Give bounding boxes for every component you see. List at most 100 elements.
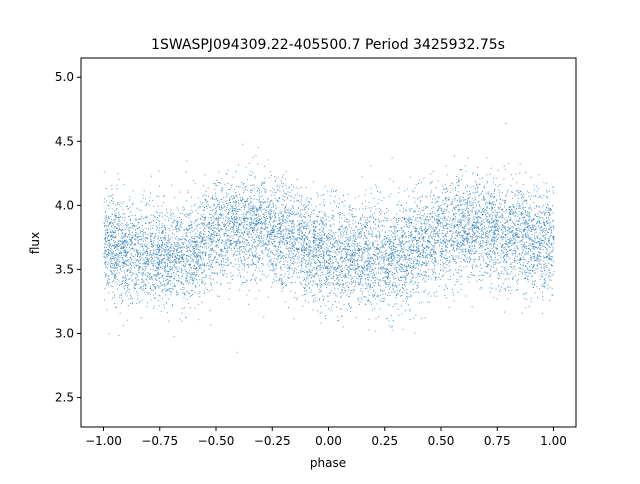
data-point <box>105 229 107 231</box>
data-point <box>493 233 495 235</box>
data-point <box>530 272 532 274</box>
data-point <box>162 230 164 232</box>
data-point <box>545 263 547 265</box>
data-point <box>465 187 466 189</box>
data-point <box>245 249 246 251</box>
data-point <box>122 225 124 227</box>
data-point <box>438 237 440 238</box>
data-point <box>301 224 303 226</box>
data-point <box>196 236 198 238</box>
data-point <box>108 292 110 294</box>
data-point <box>427 301 429 303</box>
data-point <box>206 200 208 202</box>
data-point <box>170 217 172 219</box>
data-point <box>261 236 263 238</box>
data-point <box>360 236 362 238</box>
data-point <box>210 234 212 236</box>
data-point <box>500 216 502 218</box>
data-point <box>167 248 169 250</box>
data-point <box>406 210 407 212</box>
data-point <box>184 213 186 215</box>
data-point <box>423 239 425 241</box>
data-point <box>303 216 305 218</box>
data-point <box>108 284 109 286</box>
data-point <box>505 240 507 242</box>
data-point <box>149 197 151 199</box>
data-point <box>369 271 371 273</box>
data-point <box>168 249 169 251</box>
data-point <box>145 223 147 225</box>
data-point <box>484 226 486 228</box>
data-point <box>365 240 366 242</box>
data-point <box>204 218 205 220</box>
data-point <box>184 263 186 265</box>
data-point <box>500 261 502 263</box>
data-point <box>352 230 354 232</box>
data-point <box>538 210 540 212</box>
data-point <box>505 226 507 228</box>
data-point <box>497 228 499 229</box>
data-point <box>397 277 399 279</box>
data-point <box>189 227 191 229</box>
data-point <box>494 237 496 239</box>
data-point <box>229 287 231 289</box>
data-point <box>113 273 115 275</box>
data-point <box>160 277 162 279</box>
data-point <box>389 226 391 228</box>
data-point <box>244 259 246 261</box>
data-point <box>252 230 254 232</box>
data-point <box>126 236 128 238</box>
data-point <box>397 260 399 262</box>
data-point <box>238 263 240 265</box>
data-point <box>282 238 284 240</box>
data-point <box>337 245 339 247</box>
data-point <box>194 291 196 293</box>
data-point <box>457 241 459 243</box>
data-point <box>276 189 278 191</box>
data-point <box>497 216 499 218</box>
data-point <box>186 213 188 215</box>
data-point <box>109 228 111 230</box>
data-point <box>232 218 233 220</box>
data-point <box>218 227 219 229</box>
data-point <box>271 234 273 236</box>
data-point <box>111 231 113 233</box>
data-point <box>164 214 166 216</box>
data-point <box>313 299 315 301</box>
data-point <box>177 243 179 245</box>
data-point <box>243 192 245 193</box>
data-point <box>498 255 500 257</box>
data-point <box>529 215 531 217</box>
data-point <box>358 248 360 250</box>
data-point <box>532 226 534 228</box>
data-point <box>298 234 300 236</box>
data-point <box>350 306 352 308</box>
data-point <box>151 256 153 258</box>
data-point <box>451 201 453 202</box>
data-point <box>167 245 169 247</box>
data-point <box>479 253 481 255</box>
data-point <box>534 229 536 231</box>
data-point <box>404 259 406 261</box>
data-point <box>221 270 223 272</box>
data-point <box>494 231 495 233</box>
data-point <box>419 179 421 181</box>
data-point <box>402 264 403 266</box>
data-point <box>336 295 338 297</box>
data-point <box>481 228 483 230</box>
data-point <box>276 262 278 264</box>
data-point <box>195 261 197 263</box>
data-point <box>399 252 400 254</box>
data-point <box>442 185 444 187</box>
data-point <box>519 217 521 219</box>
data-point <box>499 262 501 264</box>
data-point <box>542 228 544 230</box>
data-point <box>201 281 203 283</box>
data-point <box>296 193 298 195</box>
data-point <box>158 249 159 251</box>
data-point <box>265 247 267 249</box>
data-point <box>335 237 336 239</box>
data-point <box>491 215 493 217</box>
data-point <box>541 291 543 293</box>
data-point <box>291 247 293 249</box>
